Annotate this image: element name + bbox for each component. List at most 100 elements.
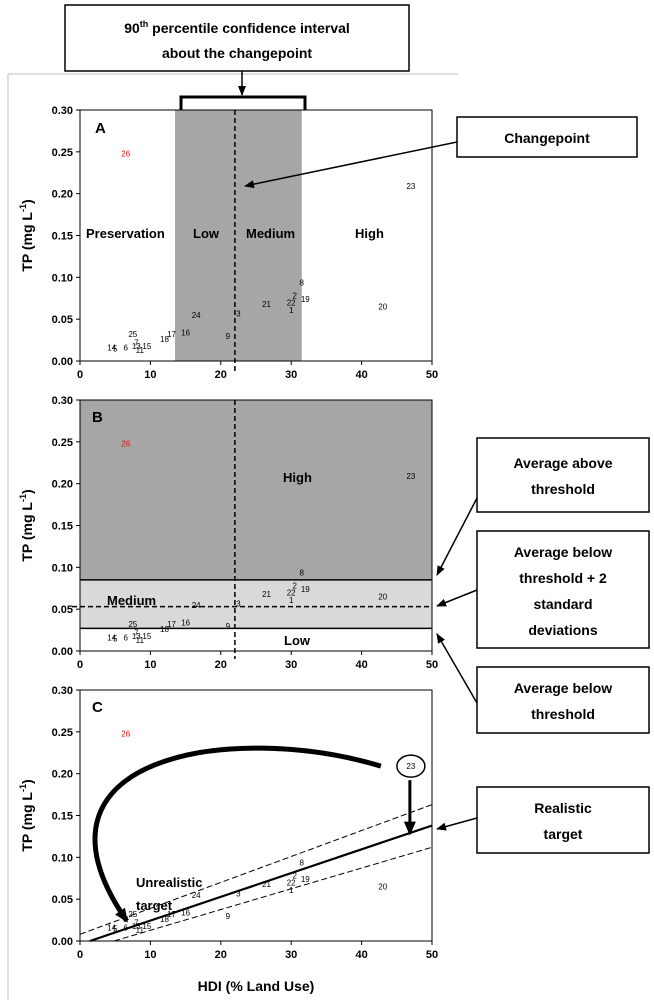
data-point: 15 bbox=[142, 922, 151, 931]
data-point: 6 bbox=[124, 344, 129, 353]
x-tick-label: 40 bbox=[355, 659, 367, 671]
y-tick-label: 0.20 bbox=[52, 479, 73, 491]
data-point: 25 bbox=[128, 620, 137, 629]
data-point: 7 bbox=[134, 629, 139, 638]
data-point: 16 bbox=[181, 909, 190, 918]
x-tick-label: 30 bbox=[285, 659, 297, 671]
data-point: 20 bbox=[378, 883, 387, 892]
data-point: 8 bbox=[300, 568, 305, 577]
x-tick-label: 10 bbox=[144, 949, 156, 961]
data-point: 23 bbox=[406, 472, 415, 481]
data-point: 19 bbox=[301, 875, 310, 884]
data-point: 7 bbox=[134, 919, 139, 928]
data-point: 3 bbox=[236, 599, 241, 608]
data-point: 15 bbox=[142, 632, 151, 641]
avg-below-callout: Average below threshold bbox=[436, 633, 650, 734]
highlight-circle-23 bbox=[396, 754, 426, 778]
x-tick-label: 50 bbox=[426, 949, 438, 961]
data-point: 17 bbox=[167, 330, 176, 339]
data-point: 22 bbox=[287, 588, 296, 597]
y-tick-label: 0.10 bbox=[52, 852, 73, 864]
data-point: 21 bbox=[262, 880, 271, 889]
data-point: 5 bbox=[113, 344, 118, 353]
data-point: 26 bbox=[121, 150, 130, 159]
data-point: 23 bbox=[406, 762, 415, 771]
data-point: 14 bbox=[107, 634, 116, 643]
y-tick-label: 0.30 bbox=[52, 105, 73, 117]
x-tick-label: 50 bbox=[426, 659, 438, 671]
axes-c: 0.00 0.05 0.10 0.15 0.20 0.25 0.30 0 10 20 30 40 50 T… bbox=[18, 685, 438, 961]
avg-below-sd-callout: Average below threshold + 2 standard dev… bbox=[436, 530, 650, 649]
x-tick-label: 10 bbox=[144, 659, 156, 671]
data-point: 11 bbox=[136, 926, 145, 935]
data-point: 13 bbox=[132, 922, 141, 931]
ci-callout-line2: about the changepoint bbox=[162, 45, 312, 61]
data-point: 7 bbox=[134, 339, 139, 348]
y-tick-label: 0.05 bbox=[52, 604, 73, 616]
data-point: 14 bbox=[107, 344, 116, 353]
data-point: 25 bbox=[128, 330, 137, 339]
x-tick-label: 0 bbox=[77, 369, 83, 381]
data-point: 3 bbox=[236, 309, 241, 318]
y-tick-label: 0.10 bbox=[52, 562, 73, 574]
avg-above-line2: threshold bbox=[531, 481, 595, 497]
data-point: 16 bbox=[181, 619, 190, 628]
data-point: 24 bbox=[192, 601, 201, 610]
y-tick-label: 0.05 bbox=[52, 894, 73, 906]
data-point: 20 bbox=[378, 303, 387, 312]
band-low bbox=[80, 628, 432, 651]
regression-line bbox=[89, 824, 433, 943]
data-point: 16 bbox=[181, 329, 190, 338]
region-low: Low bbox=[193, 226, 220, 241]
realistic-callout-arrow bbox=[436, 817, 478, 831]
data-point: 6 bbox=[124, 924, 129, 933]
panel-c-label: C bbox=[92, 699, 103, 716]
axes-a: 0.00 0.05 0.10 0.15 0.20 0.25 0.30 0 10 20 30 40 50 T… bbox=[18, 105, 438, 381]
y-tick-label: 0.30 bbox=[52, 395, 73, 407]
data-point: 19 bbox=[301, 585, 310, 594]
data-point: 24 bbox=[192, 311, 201, 320]
avg-below-sd-line3: standard bbox=[533, 596, 592, 612]
changepoint-callout-text: Changepoint bbox=[504, 130, 590, 146]
data-point: 18 bbox=[160, 915, 169, 924]
changepoint-callout-box bbox=[456, 116, 638, 158]
band-high bbox=[80, 400, 432, 580]
data-point: 1 bbox=[289, 596, 294, 605]
y-tick-label: 0.25 bbox=[52, 437, 73, 449]
avg-below-sd-callout-box bbox=[476, 530, 650, 649]
data-point: 26 bbox=[121, 440, 130, 449]
x-tick-label: 20 bbox=[215, 369, 227, 381]
x-tick-label: 40 bbox=[355, 369, 367, 381]
avg-above-callout: Average above threshold bbox=[436, 437, 650, 576]
data-point: 24 bbox=[192, 891, 201, 900]
y-tick-label: 0.15 bbox=[52, 811, 73, 823]
unrealistic-line1: Unrealistic bbox=[136, 875, 202, 890]
changepoint-callout-arrow bbox=[244, 141, 458, 189]
band-medium bbox=[80, 579, 432, 629]
data-point: 20 bbox=[378, 593, 387, 602]
data-point: 11 bbox=[136, 346, 145, 355]
data-point: 5 bbox=[113, 634, 118, 643]
y-tick-label: 0.05 bbox=[52, 314, 73, 326]
region-preservation: Preservation bbox=[86, 226, 165, 241]
x-tick-label: 30 bbox=[285, 949, 297, 961]
band-low-label: Low bbox=[284, 633, 311, 648]
changepoint-callout: Changepoint bbox=[244, 116, 638, 189]
y-tick-label: 0.15 bbox=[52, 231, 73, 243]
y-axis-title: TP (mg L-1) bbox=[18, 489, 35, 561]
confidence-lower bbox=[113, 846, 433, 942]
data-point: 13 bbox=[132, 632, 141, 641]
data-point: 2 bbox=[292, 872, 297, 881]
data-point: 9 bbox=[226, 622, 231, 631]
panel-c-frame bbox=[79, 689, 433, 942]
band-high-label: High bbox=[283, 470, 312, 485]
avg-below-sd-line1: Average below bbox=[514, 544, 612, 560]
realistic-line1: Realistic bbox=[534, 800, 592, 816]
y-tick-label: 0.25 bbox=[52, 727, 73, 739]
x-axis-title: HDI (% Land Use) bbox=[198, 978, 315, 994]
avg-below-line1: Average below bbox=[514, 680, 612, 696]
y-tick-label: 0.15 bbox=[52, 521, 73, 533]
